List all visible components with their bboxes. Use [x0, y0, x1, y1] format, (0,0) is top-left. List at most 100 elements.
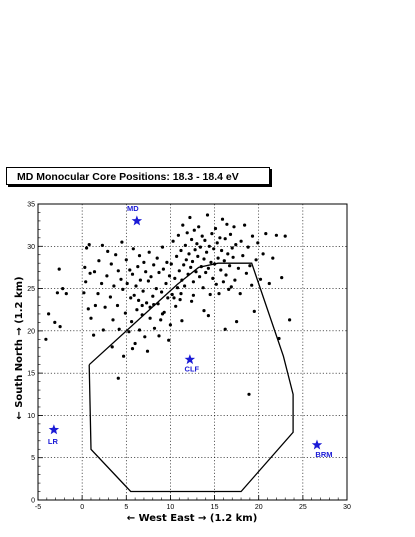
core-point: [223, 327, 227, 331]
core-point: [140, 313, 144, 317]
core-point: [209, 260, 213, 264]
core-point: [87, 243, 91, 247]
core-point: [116, 376, 120, 380]
core-point: [53, 320, 57, 324]
core-point: [198, 245, 202, 249]
core-point: [271, 256, 275, 260]
core-point: [103, 305, 107, 309]
core-point: [168, 323, 172, 327]
core-point: [160, 312, 165, 316]
core-point: [176, 233, 180, 237]
core-point: [217, 292, 221, 296]
core-point: [179, 248, 183, 253]
core-point: [180, 319, 184, 323]
core-point: [122, 354, 126, 358]
core-point: [235, 320, 239, 324]
core-point: [264, 232, 268, 236]
core-point: [117, 327, 121, 331]
core-point: [188, 215, 192, 220]
core-point: [201, 286, 205, 290]
core-point: [129, 296, 133, 300]
core-point: [160, 245, 165, 249]
core-point: [143, 335, 147, 339]
core-point: [219, 268, 223, 272]
core-point: [130, 272, 135, 276]
core-point: [211, 276, 215, 280]
x-tick-label: 25: [299, 504, 307, 511]
core-point: [195, 242, 199, 246]
core-point: [137, 328, 142, 332]
core-point: [200, 234, 204, 238]
core-point: [220, 248, 224, 253]
core-point: [225, 222, 229, 226]
core-point: [105, 274, 109, 278]
core-point: [183, 243, 187, 247]
site-label-lr: LR: [48, 437, 59, 446]
core-point: [254, 258, 258, 262]
core-point: [161, 267, 165, 271]
core-point: [173, 276, 177, 280]
core-point: [227, 287, 231, 291]
core-point: [156, 302, 160, 306]
core-point: [202, 309, 206, 313]
core-point: [198, 275, 202, 279]
core-point: [228, 232, 233, 236]
core-point: [149, 275, 153, 279]
site-star-brm: [311, 439, 323, 450]
core-point: [170, 292, 174, 297]
core-point: [239, 239, 243, 243]
core-point: [132, 293, 136, 297]
core-point: [44, 337, 48, 341]
plot-frame: [37, 203, 348, 501]
x-tick-label: 0: [80, 504, 84, 511]
core-point: [130, 347, 135, 351]
core-point: [203, 238, 207, 242]
core-point: [191, 280, 195, 284]
core-point: [157, 334, 161, 338]
core-point: [58, 325, 62, 329]
x-tick-label: 5: [124, 504, 128, 511]
core-point: [190, 299, 194, 303]
core-point: [93, 303, 97, 308]
core-point: [85, 246, 89, 250]
core-point: [137, 298, 141, 302]
core-point: [175, 286, 180, 290]
core-point: [144, 270, 148, 274]
core-point: [207, 244, 211, 248]
core-point: [258, 277, 263, 281]
core-point: [164, 281, 168, 286]
core-point: [124, 258, 128, 262]
core-point: [212, 247, 216, 251]
core-point: [221, 280, 225, 284]
core-point: [216, 256, 220, 260]
x-axis-ticks: -5 0 5 10 15 20 25 30: [35, 495, 351, 511]
core-point: [180, 278, 184, 282]
core-points: [44, 213, 292, 396]
core-point: [172, 296, 176, 300]
core-point: [108, 295, 112, 299]
core-point: [96, 292, 100, 296]
core-point: [222, 259, 226, 263]
core-point: [175, 254, 179, 258]
core-point: [229, 285, 233, 289]
core-point: [230, 246, 234, 250]
core-point: [274, 233, 278, 237]
core-point: [55, 291, 60, 295]
core-point: [120, 240, 124, 244]
core-point: [250, 234, 255, 238]
core-point: [167, 338, 171, 342]
core-point: [145, 301, 149, 305]
core-point: [119, 277, 123, 281]
core-point: [159, 318, 163, 322]
core-point: [213, 262, 217, 266]
core-point: [288, 318, 292, 322]
core-point: [191, 293, 195, 297]
core-point: [283, 234, 287, 238]
core-point: [174, 304, 178, 308]
site-label-md: MD: [127, 204, 139, 213]
core-point: [64, 292, 68, 296]
core-point: [100, 281, 104, 286]
core-point: [141, 289, 145, 293]
core-point: [183, 284, 187, 288]
